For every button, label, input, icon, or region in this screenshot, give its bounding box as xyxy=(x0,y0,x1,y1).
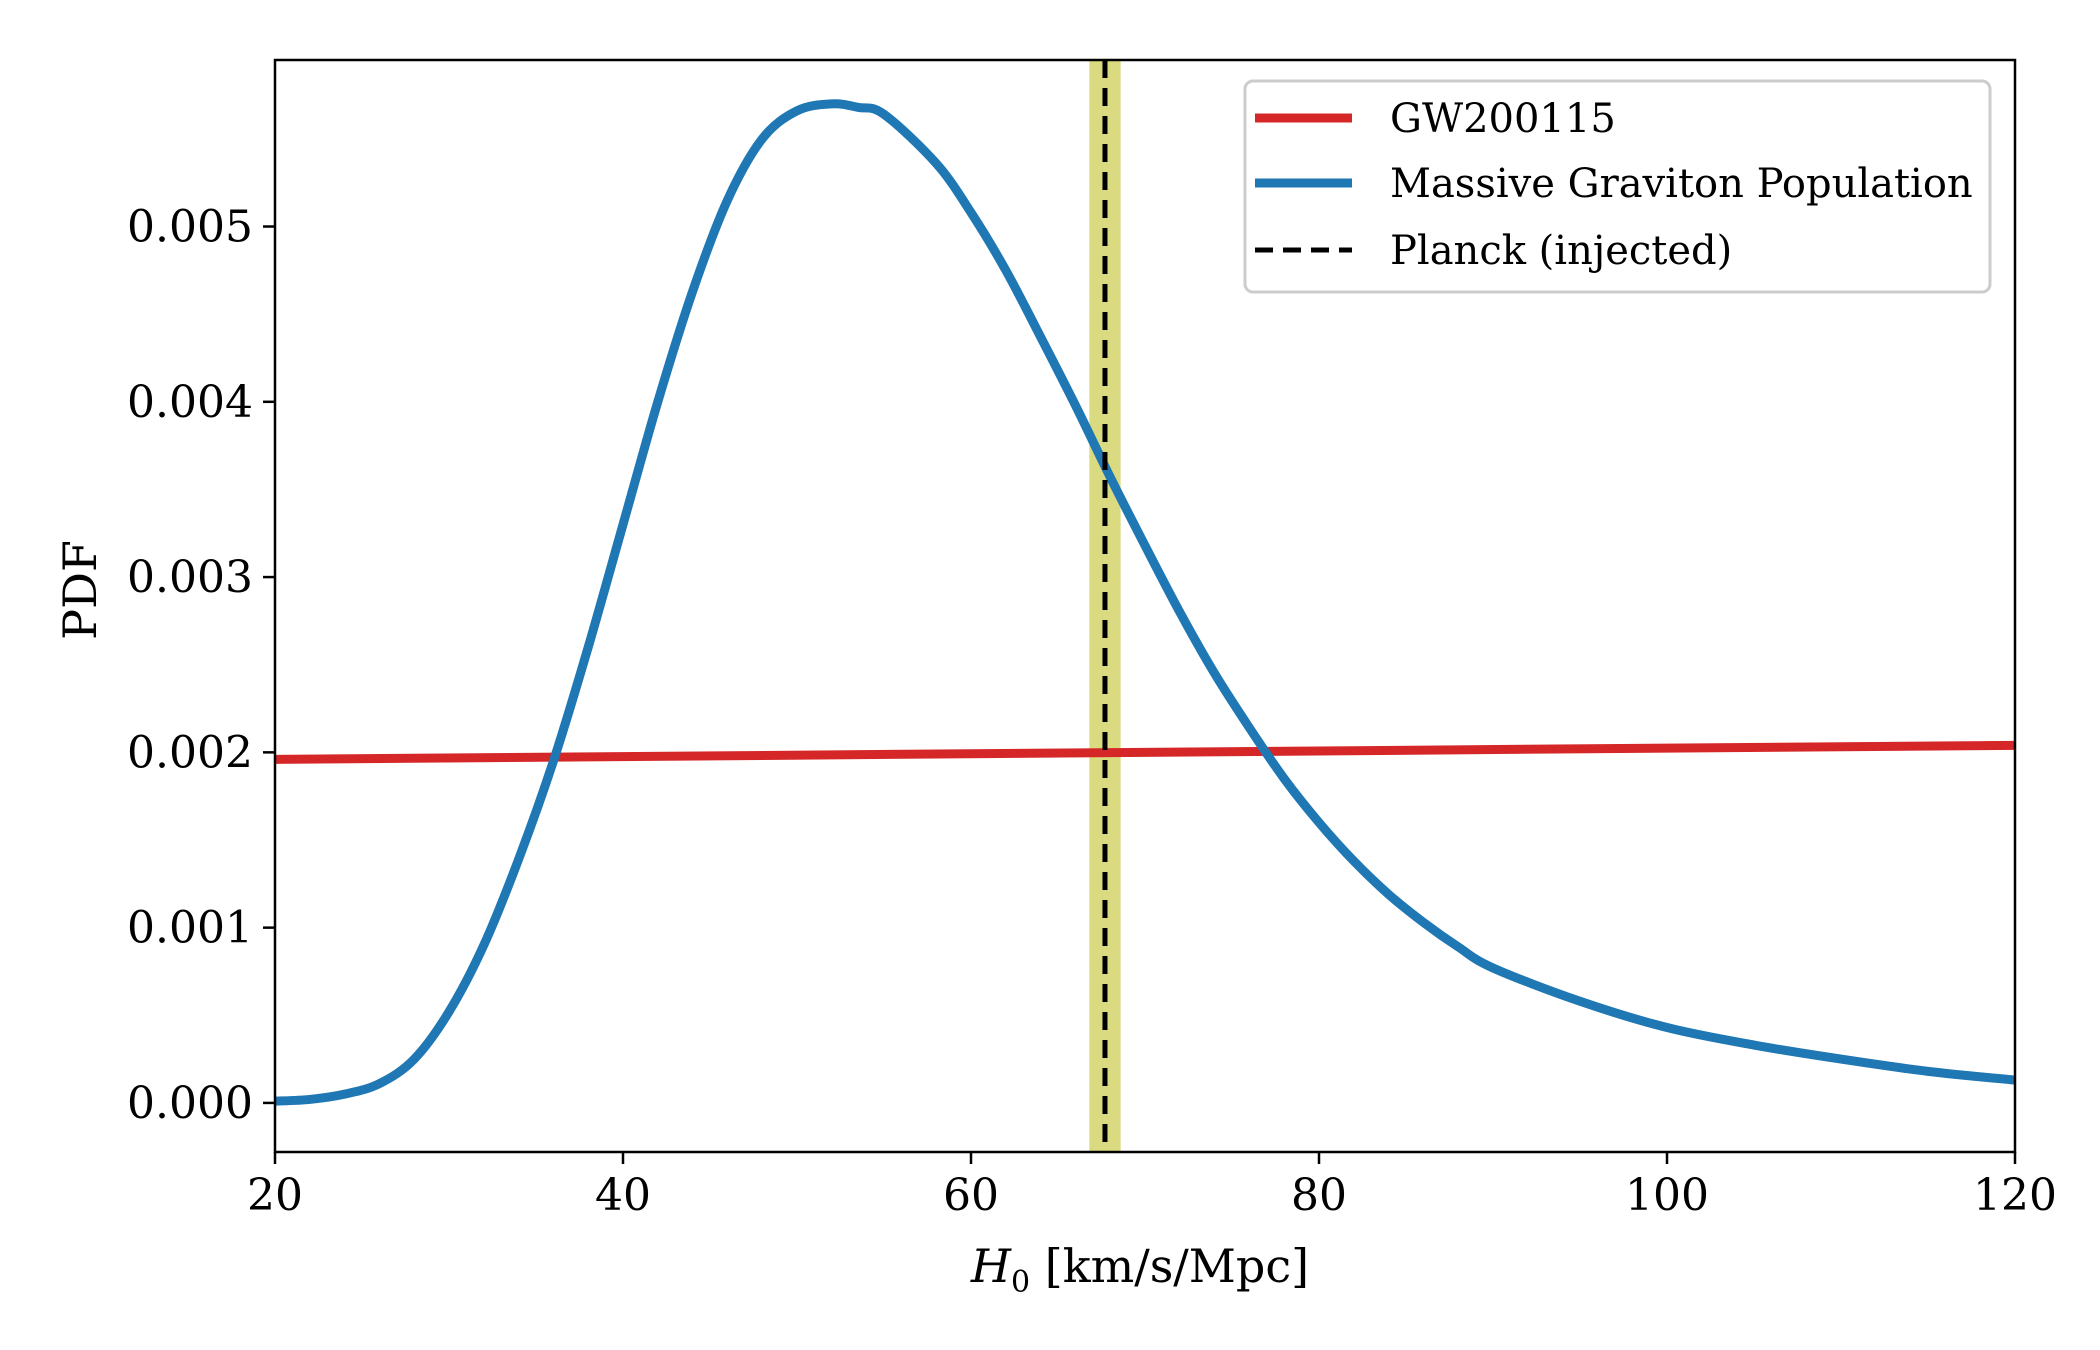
legend-label-gw200115: GW200115 xyxy=(1390,96,1616,142)
x-tick-label: 100 xyxy=(1625,1170,1709,1221)
x-tick-label: 80 xyxy=(1291,1170,1347,1221)
legend-frame xyxy=(1243,79,1992,294)
axes-layer: 20 40 60 80 100 120 0.000 0.001 0.002 0.003 0.004 0… xyxy=(127,58,2057,1221)
plot-layer xyxy=(275,60,2015,1152)
x-axis-label: H0 [km/s/Mpc] xyxy=(970,1239,1309,1300)
y-axis-label: PDF xyxy=(53,540,107,640)
x-tick-label: 120 xyxy=(1973,1170,2057,1221)
x-tick-label: 20 xyxy=(247,1170,303,1221)
series-line-massive-graviton-population xyxy=(275,99,2015,1106)
legend: GW200115 Massive Graviton Population Pla… xyxy=(1243,79,1992,294)
y-tick-label: 0.002 xyxy=(127,727,253,778)
y-tick-label: 0.004 xyxy=(127,377,253,428)
legend-label-planck-injected: Planck (injected) xyxy=(1390,228,1732,274)
plot-frame xyxy=(273,58,2017,1154)
series-line-gw200115 xyxy=(275,740,2015,764)
y-tick-label: 0.003 xyxy=(127,552,253,603)
y-tick-label: 0.000 xyxy=(127,1078,253,1129)
legend-label-massive-graviton-population: Massive Graviton Population xyxy=(1390,161,1973,207)
y-tick-label: 0.005 xyxy=(127,202,253,253)
x-tick-label: 60 xyxy=(943,1170,999,1221)
y-tick-label: 0.001 xyxy=(127,903,253,954)
x-tick-label: 40 xyxy=(595,1170,651,1221)
